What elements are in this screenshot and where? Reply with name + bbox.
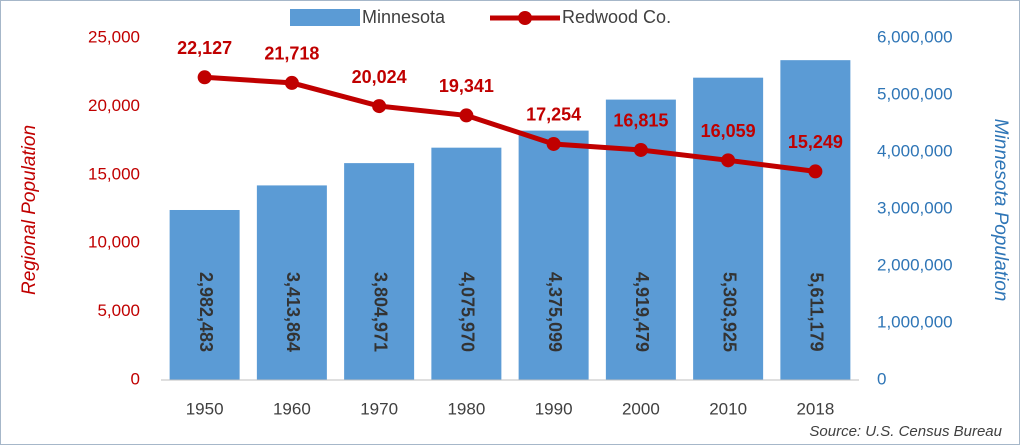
line-marker (721, 153, 736, 168)
y2-axis-title: Minnesota Population (990, 119, 1011, 302)
bar-value-label: 5,611,179 (807, 272, 827, 351)
line-value-label: 19,341 (439, 76, 494, 96)
bar (344, 163, 415, 380)
bar-value-label: 2,982,483 (196, 272, 216, 352)
y-tick-label: 15,000 (88, 164, 140, 183)
x-tick-label: 1950 (186, 399, 224, 418)
y-tick-label: 25,000 (88, 27, 140, 46)
line-value-label: 21,718 (264, 44, 319, 64)
line (204, 74, 816, 174)
bar-value-label: 4,375,099 (545, 272, 565, 352)
line-value-label: 22,127 (177, 38, 232, 58)
y2-tick-label: 2,000,000 (877, 255, 953, 274)
y-tick-label: 20,000 (88, 96, 140, 115)
y2-tick-label: 0 (877, 369, 886, 388)
bar-value-label: 3,804,971 (370, 272, 390, 352)
bar-value-label: 4,919,479 (632, 272, 652, 352)
bar (693, 77, 764, 381)
x-tick-label: 1970 (360, 399, 398, 418)
y2-tick-label: 1,000,000 (877, 312, 953, 331)
line-marker (546, 136, 561, 151)
y-tick-label: 10,000 (88, 233, 140, 252)
bar (256, 185, 327, 380)
line-marker (633, 142, 648, 157)
bar-value-label: 5,303,925 (719, 272, 739, 352)
line-value-label: 20,024 (352, 67, 407, 87)
source-note: Source: U.S. Census Bureau (809, 423, 1002, 440)
y-axis-title: Regional Population (19, 125, 40, 295)
line-value-label: 15,249 (788, 132, 843, 152)
x-tick-label: 2010 (709, 399, 747, 418)
y2-tick-label: 3,000,000 (877, 198, 953, 217)
bar-value-label: 3,413,864 (283, 272, 303, 352)
y2-tick-label: 4,000,000 (877, 141, 953, 160)
line-value-label: 17,254 (526, 105, 581, 125)
bar (518, 130, 589, 380)
bar (169, 209, 240, 380)
x-tick-label: 1990 (535, 399, 573, 418)
line-marker (459, 108, 474, 123)
line-marker (372, 99, 387, 114)
line-value-label: 16,059 (701, 121, 756, 141)
legend-label: Redwood Co. (562, 7, 671, 27)
y2-tick-label: 5,000,000 (877, 84, 953, 103)
legend-marker (518, 11, 532, 25)
legend-swatch (290, 9, 360, 26)
x-tick-label: 1980 (447, 399, 485, 418)
y-tick-label: 0 (131, 369, 140, 388)
y-tick-label: 5,000 (97, 301, 140, 320)
y2-tick-label: 6,000,000 (877, 27, 953, 46)
legend-label: Minnesota (362, 7, 446, 27)
bar-value-label: 4,075,970 (458, 272, 478, 352)
line-value-label: 16,815 (613, 111, 668, 131)
x-tick-label: 1960 (273, 399, 311, 418)
line-marker (808, 164, 823, 179)
line-marker (197, 70, 212, 85)
x-tick-label: 2018 (796, 399, 834, 418)
line-marker (284, 75, 299, 90)
bar (780, 60, 851, 381)
bar (431, 147, 502, 380)
x-tick-label: 2000 (622, 399, 660, 418)
